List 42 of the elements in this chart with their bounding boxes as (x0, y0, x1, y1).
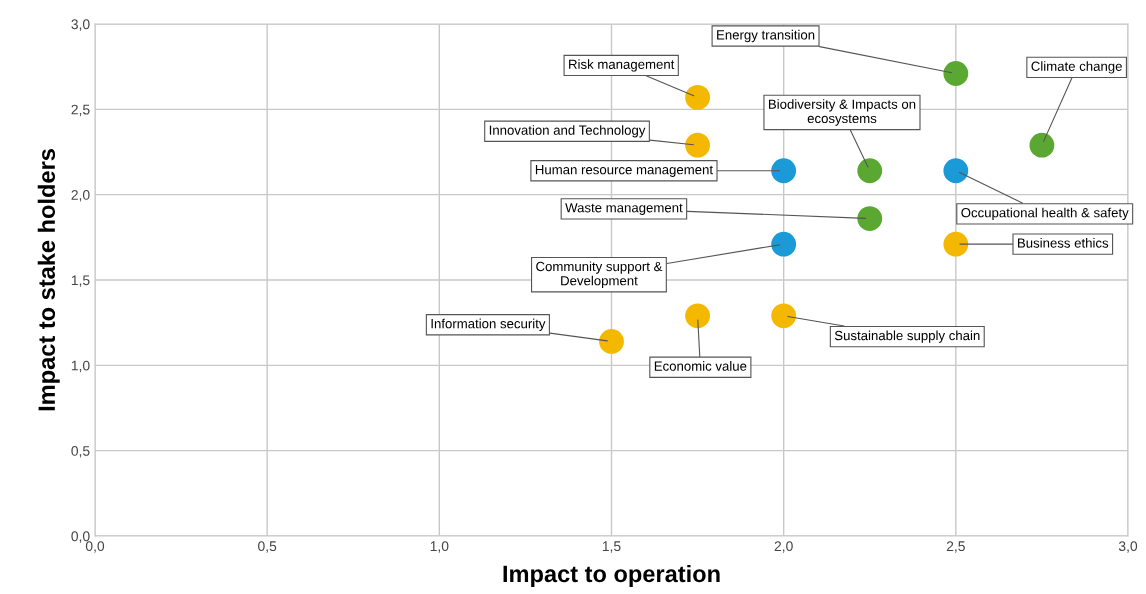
annotation: Information security (431, 318, 546, 331)
point (771, 303, 797, 329)
point (1029, 132, 1055, 158)
point (685, 84, 711, 110)
annotation: Occupational health & safety (961, 207, 1129, 220)
y-axis-title: Impact to stake holders (37, 149, 60, 411)
x-tick-label: 2,0 (774, 541, 793, 553)
point (857, 206, 883, 231)
y-tick-label: 1,5 (71, 275, 90, 287)
annotation: Climate change (1031, 61, 1122, 74)
annotation: Biodiversity & Impacts on ecosystems (768, 99, 916, 126)
annotation: Innovation and Technology (489, 125, 646, 138)
y-tick-label: 0,5 (71, 446, 90, 458)
y-tick-label: 1,0 (71, 360, 90, 373)
annotation: Business ethics (1018, 238, 1109, 248)
point (943, 158, 969, 184)
y-tick-label: 2,0 (71, 190, 90, 202)
point (771, 158, 797, 184)
x-axis-title: Impact to operation (503, 564, 720, 587)
y-tick-label: 2,5 (71, 104, 90, 117)
x-tick-label: 1,5 (602, 541, 621, 553)
x-tick-label: 1,0 (430, 541, 449, 553)
point (685, 132, 711, 158)
x-tick-label: 0,5 (258, 541, 277, 553)
y-tick-label: 3,0 (71, 19, 90, 31)
x-tick-label: 0,0 (85, 541, 105, 553)
annotation: Energy transition (717, 29, 815, 43)
point (943, 61, 969, 86)
annotation: Economic value (654, 361, 747, 371)
y-tick-label: 0,0 (71, 531, 90, 543)
annotation: Risk management (569, 59, 675, 72)
point (857, 158, 883, 184)
annotation: Sustainable supply chain (834, 330, 980, 343)
point (599, 329, 624, 354)
annotation: Waste management (565, 203, 683, 215)
x-tick-label: 2,5 (946, 541, 965, 553)
annotation: Community support & Development (536, 261, 663, 288)
annotation: Human resource management (535, 165, 713, 177)
x-tick-label: 3,0 (1118, 541, 1138, 553)
point (771, 231, 797, 257)
point (943, 231, 969, 257)
point (685, 303, 711, 329)
